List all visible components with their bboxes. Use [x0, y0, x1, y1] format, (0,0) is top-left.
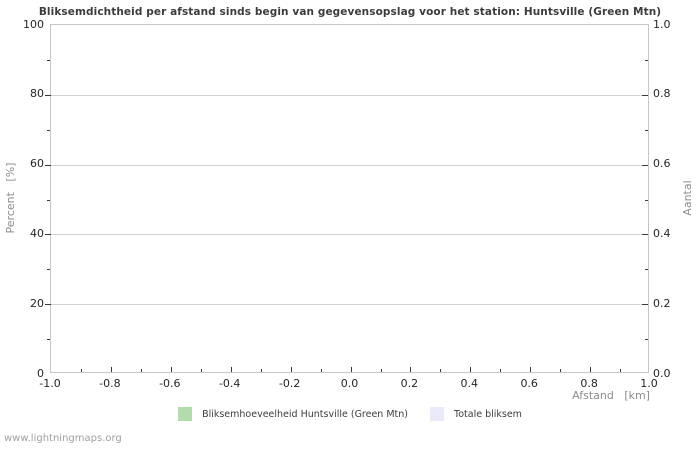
x-axis-tick [260, 369, 262, 372]
x-axis-tick [320, 369, 322, 372]
legend-item: Totale bliksem [430, 407, 522, 421]
x-axis-tick [200, 369, 202, 372]
y-axis-right-tick [645, 129, 648, 131]
x-tick-label: 0.0 [340, 377, 359, 390]
y-axis-left-tick [45, 94, 51, 96]
y-right-tick-label: 0.6 [653, 157, 671, 171]
legend-item: Bliksemhoeveelheid Huntsville (Green Mtn… [178, 407, 408, 421]
y-axis-title-right: Aantal [681, 180, 694, 216]
x-tick-label: 0.2 [400, 377, 419, 390]
watermark-link[interactable]: www.lightningmaps.org [4, 433, 122, 444]
y-left-tick-label: 0 [37, 366, 44, 380]
x-axis-tick [110, 367, 112, 372]
x-axis-tick [620, 369, 621, 372]
x-axis-tick [81, 369, 82, 372]
x-axis-tick [440, 369, 442, 372]
x-axis-tick [530, 367, 532, 372]
x-tick-label: -0.6 [159, 377, 181, 390]
y-axis-left-tick [45, 234, 51, 236]
y-axis-left-tick [45, 304, 51, 306]
x-axis-tick [560, 369, 562, 372]
x-axis-tick [170, 367, 172, 372]
y-left-tick-label: 60 [30, 157, 44, 171]
x-tick-label: -0.4 [218, 377, 241, 390]
y-axis-right-tick [645, 339, 648, 341]
y-right-tick-label: 0.2 [653, 296, 671, 310]
x-axis-tick [380, 369, 382, 372]
x-axis-tick [590, 367, 592, 372]
y-right-tick-label: 0.8 [653, 87, 671, 101]
legend: Bliksemhoeveelheid Huntsville (Green Mtn… [0, 407, 700, 421]
x-axis-tick [290, 367, 292, 372]
y-axis-right-tick [645, 199, 648, 201]
x-tick-label: 0.8 [580, 377, 598, 390]
x-axis-tick [410, 367, 412, 372]
chart-title: Bliksemdichtheid per afstand sinds begin… [38, 6, 662, 18]
y-left-tick-label: 100 [23, 17, 44, 31]
y-axis-right-tick [642, 234, 648, 236]
y-axis-right-tick [642, 164, 648, 166]
y-axis-right-tick [645, 59, 648, 61]
plot-area [45, 24, 649, 373]
x-tick-label: 0.6 [520, 377, 538, 390]
y-axis-left-tick [47, 339, 50, 341]
y-axis-left-tick [47, 59, 50, 61]
y-axis-title-left: Percent [%] [4, 162, 17, 234]
y-left-tick-label: 80 [30, 87, 44, 101]
y-right-tick-label: 0.4 [653, 226, 671, 240]
x-tick-label: -0.8 [99, 377, 121, 390]
y-axis-right-tick [642, 304, 648, 306]
x-tick-label: -1.0 [39, 377, 61, 390]
legend-swatch [178, 407, 193, 421]
y-right-tick-label: 1.0 [653, 17, 671, 31]
x-axis-tick [350, 367, 352, 372]
major-gridline [51, 94, 648, 96]
x-axis-tick [140, 369, 142, 372]
major-gridline [51, 234, 648, 236]
x-tick-label: 1.0 [640, 377, 658, 390]
x-axis-tick [500, 369, 502, 372]
legend-swatch [430, 407, 445, 421]
x-tick-label: -0.2 [278, 377, 301, 390]
y-axis-left-tick [47, 199, 50, 201]
y-left-tick-label: 20 [30, 296, 44, 310]
y-axis-left-tick [47, 269, 50, 271]
x-axis-title: Afstand [km] [572, 389, 650, 402]
x-tick-label: 0.4 [460, 377, 479, 390]
y-axis-right-tick [642, 94, 648, 96]
y-axis-left-tick [47, 129, 50, 131]
y-left-tick-label: 40 [30, 226, 44, 240]
x-axis-tick [230, 367, 232, 372]
legend-label: Totale bliksem [454, 408, 522, 420]
major-gridline [51, 304, 648, 306]
y-right-tick-label: 0.0 [653, 366, 671, 380]
major-gridline [51, 164, 648, 166]
y-axis-left-tick [45, 164, 51, 166]
y-axis-right-tick [645, 269, 648, 271]
legend-label: Bliksemhoeveelheid Huntsville (Green Mtn… [202, 408, 409, 420]
x-axis-tick [470, 367, 472, 372]
